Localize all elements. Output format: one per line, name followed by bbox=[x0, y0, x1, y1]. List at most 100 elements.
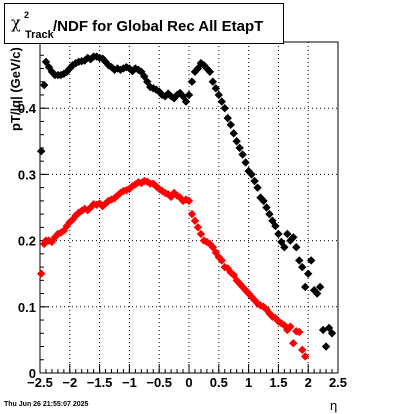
data-point bbox=[265, 209, 274, 219]
data-point bbox=[119, 64, 128, 73]
data-point bbox=[211, 84, 221, 93]
data-point bbox=[301, 352, 310, 361]
data-point bbox=[280, 243, 289, 252]
data-point bbox=[220, 104, 229, 113]
data-point bbox=[217, 97, 226, 106]
data-point bbox=[39, 80, 49, 90]
data-point bbox=[68, 60, 77, 70]
data-point bbox=[295, 256, 304, 265]
data-point bbox=[289, 233, 298, 242]
y-tick-label: 0.2 bbox=[18, 234, 36, 249]
data-point bbox=[190, 216, 200, 225]
x-tick-label: 2.5 bbox=[329, 375, 347, 390]
data-point bbox=[295, 327, 304, 337]
data-point bbox=[223, 113, 232, 123]
y-tick-label: 0.3 bbox=[18, 167, 36, 182]
data-point bbox=[217, 256, 226, 265]
data-point bbox=[107, 195, 116, 204]
data-point bbox=[36, 147, 46, 156]
data-point bbox=[253, 183, 262, 192]
data-point bbox=[283, 229, 292, 239]
data-point bbox=[146, 82, 155, 92]
data-point bbox=[247, 170, 256, 179]
data-point bbox=[62, 67, 72, 76]
data-point bbox=[160, 92, 170, 101]
data-point bbox=[77, 206, 86, 216]
data-point bbox=[98, 54, 107, 63]
data-point bbox=[107, 62, 116, 72]
data-point bbox=[65, 64, 74, 73]
data-point bbox=[196, 229, 206, 239]
data-point bbox=[110, 65, 119, 75]
data-point bbox=[101, 57, 110, 67]
data-point bbox=[250, 176, 259, 186]
data-point bbox=[312, 289, 322, 298]
data-point bbox=[205, 67, 215, 76]
data-point bbox=[116, 65, 125, 75]
data-point bbox=[143, 77, 152, 86]
data-point bbox=[181, 97, 191, 106]
data-point bbox=[235, 143, 244, 153]
title-box: χ 2 Track /NDF for Global Rec All EtapT bbox=[4, 3, 284, 44]
title-subscript: Track bbox=[25, 29, 54, 41]
data-point bbox=[321, 342, 331, 351]
data-point bbox=[36, 269, 46, 278]
data-point bbox=[274, 229, 283, 239]
data-point bbox=[241, 158, 250, 167]
title-superscript: 2 bbox=[24, 10, 30, 20]
data-point bbox=[304, 269, 313, 278]
data-point bbox=[193, 223, 203, 232]
data-point bbox=[208, 77, 218, 86]
x-tick-label: −1.5 bbox=[87, 375, 113, 390]
data-point bbox=[271, 221, 280, 231]
data-point bbox=[104, 60, 113, 70]
data-point bbox=[238, 150, 247, 159]
data-point bbox=[178, 92, 188, 101]
y-tick-label: 0 bbox=[29, 366, 36, 381]
y-tick-label: 0.1 bbox=[18, 300, 36, 315]
data-point bbox=[47, 67, 57, 76]
data-point bbox=[286, 322, 295, 331]
data-point bbox=[262, 203, 271, 212]
data-point bbox=[259, 196, 268, 206]
x-tick-label: 2 bbox=[305, 375, 312, 390]
series-red-points bbox=[36, 176, 310, 361]
data-point bbox=[80, 56, 89, 65]
axis-ticks bbox=[39, 41, 339, 374]
x-tick-labels: −2.5 −2 −1.5 −1 −0.5 0 0.5 1 1.5 2 2.5 bbox=[27, 375, 347, 390]
x-axis-title: η bbox=[330, 398, 337, 413]
x-tick-label: 1.5 bbox=[269, 375, 287, 390]
y-tick-label: 0.4 bbox=[18, 101, 37, 116]
data-point bbox=[226, 120, 235, 129]
data-point bbox=[152, 182, 161, 191]
data-point bbox=[166, 92, 176, 101]
data-point bbox=[74, 208, 83, 217]
data-point bbox=[184, 90, 194, 100]
data-point bbox=[152, 85, 161, 94]
data-point bbox=[86, 203, 95, 212]
data-point bbox=[157, 90, 167, 100]
data-point bbox=[327, 329, 337, 338]
data-point bbox=[92, 52, 101, 61]
y-tick-labels: 0 0.1 0.2 0.3 0.4 bbox=[18, 101, 37, 381]
data-point bbox=[175, 88, 185, 98]
x-tick-label: −2.5 bbox=[27, 375, 53, 390]
y-axis-title: pT/|q| (GeV/c) bbox=[8, 47, 23, 131]
x-tick-label: −1 bbox=[122, 375, 137, 390]
data-point bbox=[39, 239, 49, 249]
data-point bbox=[134, 65, 143, 75]
data-point bbox=[306, 256, 316, 265]
data-point bbox=[199, 60, 209, 70]
data-point bbox=[44, 62, 54, 72]
data-point bbox=[315, 282, 325, 292]
data-point bbox=[229, 129, 238, 138]
x-tick-label: −0.5 bbox=[146, 375, 172, 390]
x-tick-label: 0.5 bbox=[210, 375, 228, 390]
data-point bbox=[232, 137, 241, 146]
data-point bbox=[187, 77, 197, 86]
data-point bbox=[298, 262, 307, 272]
data-point bbox=[59, 69, 69, 78]
data-point bbox=[86, 55, 95, 64]
x-tick-label: 0 bbox=[185, 375, 192, 390]
